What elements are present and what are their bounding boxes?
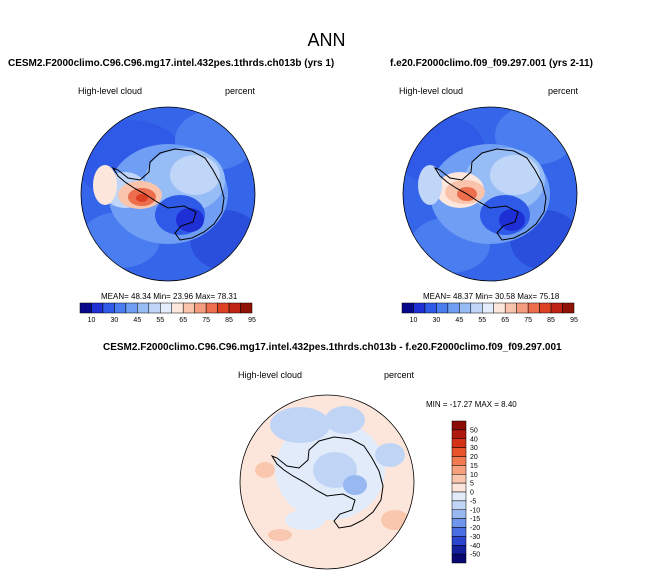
panel2-colorbar-swatch [436, 302, 449, 314]
panel3-colorbar-swatch [451, 429, 467, 439]
panel3-colorbar-swatch [451, 456, 467, 466]
panel1-colorbar-swatch [102, 302, 115, 314]
panel3-colorbar-tick-label: 15 [470, 463, 478, 470]
panel1-colorbar-swatch [125, 302, 138, 314]
panel1-colorbar-swatch [79, 302, 92, 314]
panel3-stats: MIN = -17.27 MAX = 8.40 [426, 400, 517, 409]
panel3-colorbar-tick-label: -10 [470, 507, 480, 514]
panel2-colorbar-swatch [550, 302, 563, 314]
panel3-colorbar-tick-label: -50 [470, 552, 480, 559]
panel3-colorbar-swatch [451, 465, 467, 475]
panel3-colorbar-swatch [451, 500, 467, 510]
panel1-colorbar-swatch [228, 302, 241, 314]
panel2-colorbar-swatch [493, 302, 506, 314]
panel2-colorbar-swatch [470, 302, 483, 314]
panel3-colorbar-tick-label: -20 [470, 525, 480, 532]
panel2-colorbar-swatch [482, 302, 494, 314]
panel2-colorbar-swatch [527, 302, 540, 314]
panel2-colorbar-swatch [447, 302, 460, 314]
panel1-colorbar-swatch [160, 302, 172, 314]
panel1-colorbar-tick-label: 85 [225, 317, 233, 324]
panel3-title: CESM2.F2000climo.C96.C96.mg17.intel.432p… [103, 342, 562, 353]
panel2-colorbar-tick-label: 45 [455, 317, 463, 324]
panel1-units-label: percent [225, 86, 256, 96]
panel3-colorbar-tick-label: -40 [470, 543, 480, 550]
panel1-colorbar-tick-label: 10 [88, 317, 96, 324]
panel2-colorbar-swatch [459, 302, 472, 314]
panel1-title: CESM2.F2000climo.C96.C96.mg17.intel.432p… [8, 58, 335, 69]
panel2-variable-label: High-level cloud [399, 86, 464, 96]
panel3-colorbar-tick-label: -5 [470, 498, 476, 505]
panel1-colorbar-swatch [114, 302, 127, 314]
panel3-colorbar-swatch [451, 536, 467, 546]
panel1-colorbar: 10 30 45 55 65 75 85 95 [79, 302, 256, 324]
panel3-colorbar-swatch [451, 482, 467, 493]
panel3-colorbar-tick-label: 10 [470, 472, 478, 479]
panel3-colorbar-tick-label: 0 [470, 490, 474, 497]
panel3-colorbar-tick-label: -30 [470, 534, 480, 541]
panel3-colorbar-tick-label: 30 [470, 445, 478, 452]
panel3-colorbar-swatch [451, 545, 467, 555]
panel1-colorbar-tick-label: 65 [179, 317, 187, 324]
panel3-colorbar-tick-label: -15 [470, 516, 480, 523]
panel3-units-label: percent [384, 370, 415, 380]
figure-title: ANN [307, 30, 346, 50]
panel2-colorbar-tick-label: 85 [547, 317, 555, 324]
panel2-colorbar-swatch [539, 302, 552, 314]
panel3-variable-label: High-level cloud [238, 370, 303, 380]
panel2-colorbar-swatch [504, 302, 517, 314]
panel3-colorbar-swatch [451, 491, 467, 502]
panel3-colorbar-tick-label: 50 [470, 427, 478, 434]
panel3-colorbar-swatch [451, 518, 467, 528]
panel3-colorbar-swatch [451, 420, 467, 431]
panel1-map [80, 106, 256, 282]
panel1-colorbar-swatch [137, 302, 150, 314]
panel2-title: f.e20.F2000climo.f09_f09.297.001 (yrs 2-… [390, 58, 593, 69]
panel2-colorbar-swatch [562, 302, 575, 314]
panel1-stats: MEAN= 48.34 Min= 23.96 Max= 78.31 [101, 292, 238, 301]
panel2-colorbar: 10 30 45 55 65 75 85 95 [401, 302, 578, 324]
panel1-colorbar-swatch [240, 302, 253, 314]
panel2-colorbar-tick-label: 65 [501, 317, 509, 324]
panel1-colorbar-swatch [91, 302, 104, 314]
panel1-colorbar-tick-label: 30 [111, 317, 119, 324]
panel3-colorbar-tick-label: 5 [470, 481, 474, 488]
panel1-colorbar-tick-label: 55 [156, 317, 164, 324]
panel3-colorbar-swatch [451, 509, 467, 519]
panel1-variable-label: High-level cloud [78, 86, 143, 96]
panel2-colorbar-swatch [516, 302, 529, 314]
panel2-colorbar-swatch [413, 302, 426, 314]
panel3-colorbar-tick-label: 20 [470, 454, 478, 461]
panel1-colorbar-swatch [182, 302, 195, 314]
panel2-colorbar-swatch [424, 302, 437, 314]
panel3-colorbar-swatch [451, 527, 467, 537]
panel1-colorbar-swatch [205, 302, 218, 314]
panel2-colorbar-tick-label: 95 [570, 317, 578, 324]
panel2-map [402, 106, 578, 282]
panel2-colorbar-tick-label: 55 [478, 317, 486, 324]
panel1-colorbar-tick-label: 95 [248, 317, 256, 324]
panel2-colorbar-swatch [401, 302, 414, 314]
panel3-colorbar-swatch [451, 447, 467, 457]
panel2-units-label: percent [548, 86, 579, 96]
panel2-stats: MEAN= 48.37 Min= 30.58 Max= 75.18 [423, 292, 560, 301]
panel1-colorbar-swatch [148, 302, 161, 314]
panel1-colorbar-tick-label: 45 [133, 317, 141, 324]
panel1-colorbar-swatch [171, 302, 184, 314]
panel3-map [239, 394, 415, 570]
panel3-colorbar-swatch [451, 474, 467, 484]
panel1-colorbar-swatch [194, 302, 207, 314]
panel2-colorbar-tick-label: 30 [433, 317, 441, 324]
panel3-colorbar-tick-label: 40 [470, 436, 478, 443]
panel3-colorbar-swatch [451, 553, 467, 564]
panel2-colorbar-tick-label: 10 [410, 317, 418, 324]
panel1-colorbar-swatch [217, 302, 230, 314]
panel1-colorbar-tick-label: 75 [202, 317, 210, 324]
panel3-colorbar-swatch [451, 438, 467, 448]
panel2-colorbar-tick-label: 75 [524, 317, 532, 324]
